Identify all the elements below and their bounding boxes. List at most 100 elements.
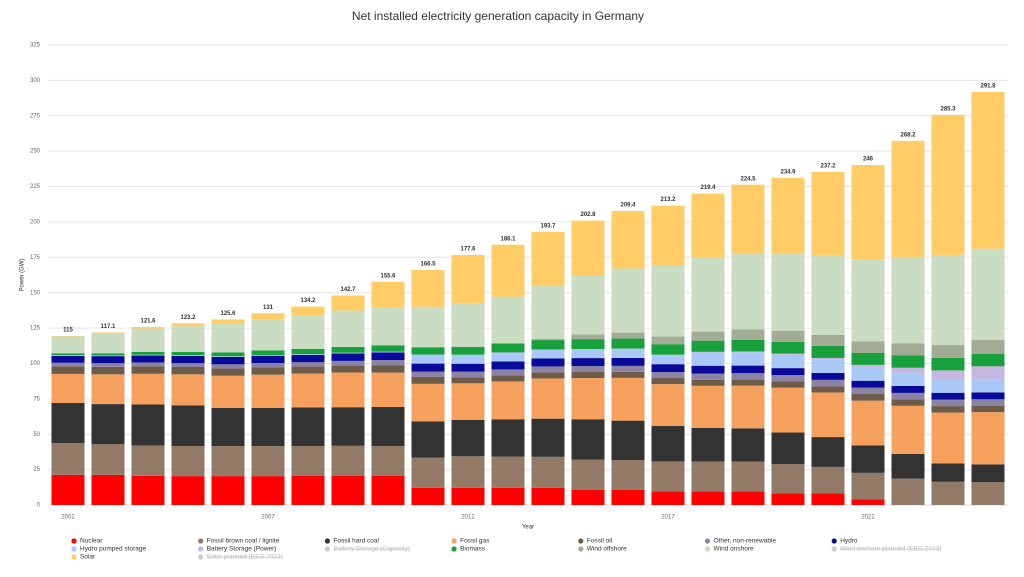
bar-segment — [611, 268, 645, 333]
legend-label[interactable]: Wind offshore — [587, 546, 627, 553]
legend-label[interactable]: Wind onshore planned (EEG 2023) — [840, 546, 941, 553]
legend-label[interactable]: Fossil gas — [460, 538, 490, 545]
bar-segment — [651, 344, 685, 355]
bar-segment — [611, 377, 645, 421]
bar-segment — [931, 254, 965, 345]
bar-segment — [571, 419, 605, 460]
bar-segment — [771, 330, 805, 342]
bar-segment — [731, 352, 765, 366]
bar-segment — [811, 437, 845, 467]
bar-segment — [611, 357, 645, 366]
bar-segment — [931, 463, 965, 482]
legend-marker — [71, 554, 77, 560]
bar-segment — [651, 461, 685, 492]
total-label: 285.3 — [940, 106, 956, 112]
bar-segment — [451, 371, 485, 378]
legend-label[interactable]: Hydro — [840, 538, 858, 545]
legend-marker — [578, 538, 584, 544]
legend-label[interactable]: Fossil brown coal / lignite — [207, 538, 280, 545]
bar-segment — [811, 372, 845, 380]
bar-segment — [491, 381, 525, 420]
bar-segment — [611, 489, 645, 505]
bar-segment — [251, 446, 285, 477]
bar-segment — [771, 387, 805, 433]
bar-segment — [731, 365, 765, 374]
bar-segment — [491, 369, 525, 376]
legend-marker — [324, 538, 330, 544]
bar-segment — [851, 367, 885, 381]
bar-segment — [331, 352, 365, 354]
legend-marker — [831, 538, 837, 544]
bar-segment — [451, 254, 485, 304]
bar-segment — [331, 347, 365, 353]
total-label: 202.8 — [580, 212, 596, 218]
legend-label[interactable]: Other, non-renewable — [714, 538, 777, 545]
legend-label[interactable]: Hydro pumped storage — [80, 546, 147, 553]
bar-segment — [891, 399, 925, 406]
bar-segment — [571, 366, 605, 372]
legend-label[interactable]: Wind onshore — [714, 546, 754, 553]
bar-segment — [651, 384, 685, 427]
bar-segment — [971, 91, 1005, 249]
y-tick-label: 150 — [30, 290, 41, 296]
bar-segment — [611, 210, 645, 269]
bar-segment — [171, 355, 205, 356]
bar-segment — [691, 373, 725, 380]
bar-segment — [251, 476, 285, 505]
total-label: 131 — [263, 305, 274, 311]
legend-label[interactable]: Biomass — [460, 546, 486, 553]
bar-segment — [691, 193, 725, 258]
bar-segment — [291, 315, 325, 349]
bar-segment — [51, 402, 85, 444]
bar-segment — [251, 363, 285, 368]
bar-segment — [51, 443, 85, 475]
total-label: 166.5 — [420, 262, 436, 268]
bar-segment — [51, 336, 85, 354]
bar-segment — [811, 171, 845, 256]
bar-segment — [851, 499, 885, 505]
bar-segment — [731, 491, 765, 505]
bar-segment — [411, 354, 445, 364]
bar-segment — [171, 323, 205, 327]
total-label: 193.7 — [540, 223, 556, 229]
total-label: 291.8 — [980, 84, 996, 90]
legend-label[interactable]: Solar — [80, 554, 96, 561]
bar-segment — [851, 400, 885, 446]
legend-marker — [578, 546, 584, 552]
bar-segment — [851, 352, 885, 365]
bar-segment — [251, 367, 285, 375]
y-tick-label: 225 — [30, 184, 41, 190]
y-tick-label: 300 — [30, 78, 41, 84]
bar-segment — [931, 379, 965, 393]
bar-segment — [691, 461, 725, 492]
legend-label[interactable]: Fossil hard coal — [333, 538, 379, 545]
bar-segment — [251, 374, 285, 408]
total-label: 177.6 — [460, 246, 476, 252]
bar-segment — [411, 487, 445, 505]
legend-marker — [198, 538, 204, 544]
bar-segment — [371, 445, 405, 476]
bar-segment — [971, 248, 1005, 340]
bar-segment — [811, 493, 845, 505]
bar-segment — [91, 356, 125, 364]
bar-segment — [171, 351, 205, 356]
bar-segment — [251, 354, 285, 356]
legend-label[interactable]: Nuclear — [80, 538, 103, 545]
bar-segment — [491, 342, 525, 344]
bar-segment — [531, 378, 565, 419]
bar-segment — [971, 379, 1005, 393]
bar-segment — [811, 379, 845, 387]
legend-label[interactable]: Battery Storage (Power) — [207, 546, 277, 553]
bar-segment — [691, 428, 725, 462]
bar-segment — [211, 375, 245, 408]
bar-segment — [851, 364, 885, 368]
legend-label[interactable]: Fossil oil — [587, 538, 613, 545]
legend-label[interactable]: Battery Storage (Capacity) — [333, 546, 410, 553]
bar-segment — [291, 362, 325, 367]
legend-label[interactable]: Solar planned (EEG 2023) — [207, 554, 283, 561]
bar-segment — [451, 354, 485, 364]
bar-segment — [251, 407, 285, 447]
total-label: 268.2 — [900, 132, 916, 138]
bar-segment — [731, 339, 765, 352]
bar-segment — [131, 373, 165, 405]
